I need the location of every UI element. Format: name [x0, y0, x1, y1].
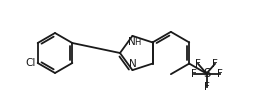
Text: F: F [212, 59, 218, 69]
Text: F: F [195, 59, 201, 69]
Text: S: S [203, 67, 210, 80]
Text: N: N [129, 59, 137, 69]
Text: F: F [204, 82, 209, 92]
Text: F: F [191, 69, 196, 79]
Text: F: F [217, 69, 222, 79]
Text: Cl: Cl [25, 58, 36, 68]
Text: N: N [128, 37, 135, 47]
Text: H: H [134, 38, 141, 47]
